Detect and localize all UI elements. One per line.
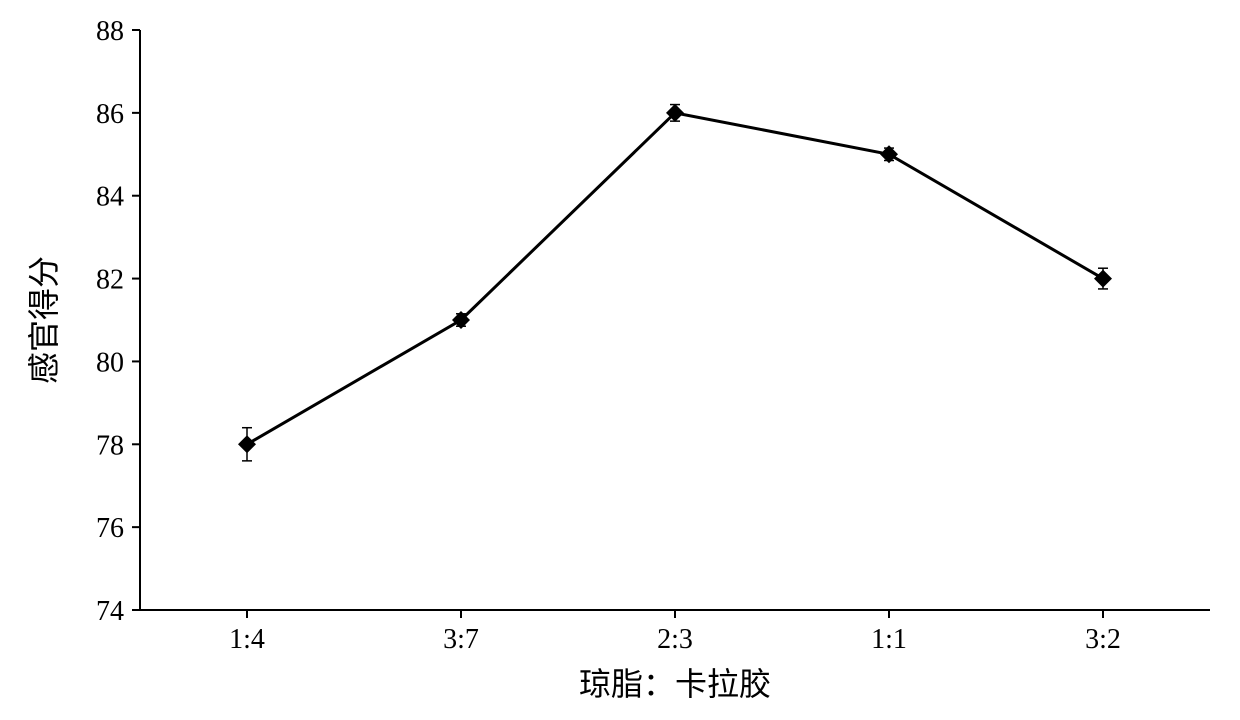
- y-tick-label: 82: [96, 265, 124, 296]
- y-tick-label: 88: [96, 16, 124, 47]
- x-tick-label: 3:7: [443, 624, 479, 655]
- y-tick-label: 86: [96, 99, 124, 130]
- y-tick-label: 74: [96, 596, 124, 627]
- data-marker: [238, 435, 256, 453]
- x-tick-label: 1:4: [229, 624, 265, 655]
- chart-container: 74 76 78 80 82 84 86 88 1:4 3:7 2:3 1:1 3:2 感官得分琼脂：卡拉…: [10, 10, 1230, 710]
- data-marker: [880, 145, 898, 163]
- line-chart: 74 76 78 80 82 84 86 88 1:4 3:7 2:3 1:1 3:2 感官得分琼脂：卡拉…: [10, 10, 1230, 710]
- x-tick-label: 3:2: [1085, 624, 1121, 655]
- y-tick-label: 76: [96, 513, 124, 544]
- x-axis-title: 琼脂：卡拉胶: [579, 666, 771, 702]
- y-tick-label: 78: [96, 430, 124, 461]
- data-line: [247, 113, 1103, 444]
- data-marker: [1094, 270, 1112, 288]
- y-tick-label: 80: [96, 347, 124, 378]
- x-tick-label: 2:3: [657, 624, 693, 655]
- x-tick-label: 1:1: [871, 624, 907, 655]
- y-tick-label: 84: [96, 182, 124, 213]
- y-axis-title: 感官得分: [26, 256, 62, 384]
